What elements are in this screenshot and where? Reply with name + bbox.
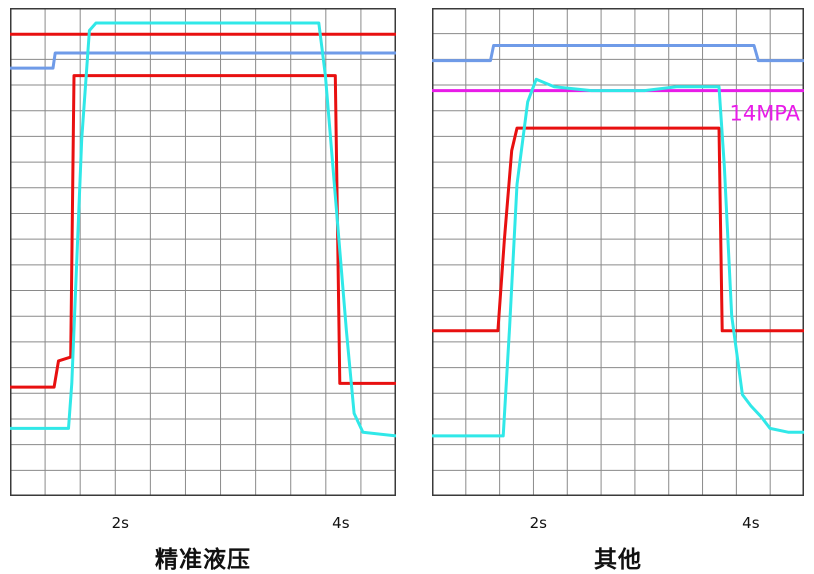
series-line-2	[10, 51, 396, 70]
x-tick-label: 2s	[111, 514, 129, 532]
x-tick-label: 4s	[332, 514, 350, 532]
annotation-label: 14MPA	[729, 102, 800, 126]
x-tick-label: 4s	[742, 514, 760, 532]
plot-area: 14MPA	[432, 8, 804, 496]
chart-panel-right: 14MPA	[432, 8, 804, 496]
panel-caption: 其他	[594, 547, 642, 573]
plot-border	[10, 8, 396, 496]
chart-panel-left	[10, 8, 396, 496]
series-line-4	[432, 77, 804, 438]
series-line-4	[10, 21, 396, 438]
plot-border	[432, 8, 804, 496]
plot-area	[10, 8, 396, 496]
x-tick-label: 2s	[529, 514, 547, 532]
series-line-2	[432, 44, 804, 63]
panel-caption: 精准液压	[155, 547, 251, 573]
series-line-3	[10, 74, 396, 389]
series-line-3	[432, 126, 804, 333]
